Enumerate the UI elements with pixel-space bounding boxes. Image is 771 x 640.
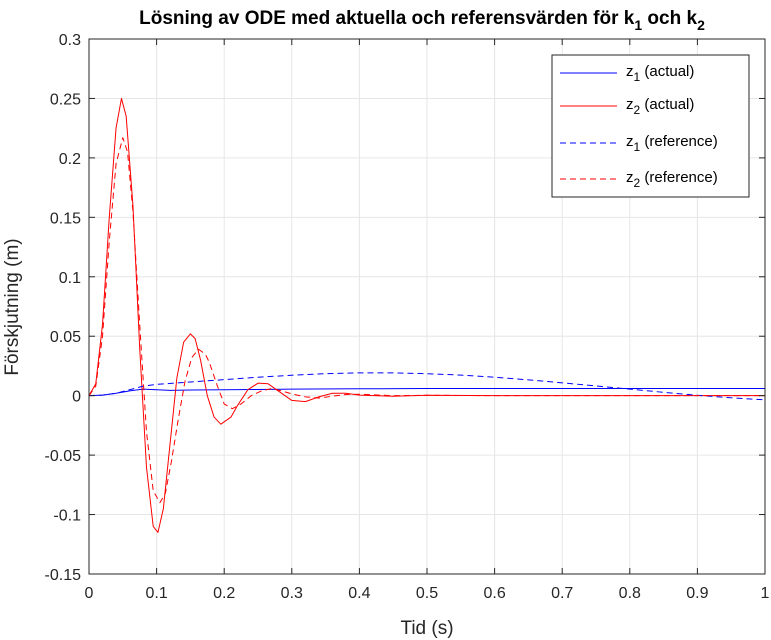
series-line-2	[88, 97, 765, 533]
chart-title-sub2: 2	[697, 17, 705, 33]
x-tick-label: 0.5	[416, 585, 438, 602]
y-tick-label: 0.3	[59, 32, 81, 49]
y-tick-label: 0.1	[59, 270, 81, 287]
y-tick-label: 0.05	[50, 329, 81, 346]
legend-label-3: z1 (reference)	[626, 133, 718, 154]
x-tick-label: 0.6	[483, 585, 505, 602]
chart-title-sub1: 1	[634, 17, 642, 33]
y-tick-label: 0.2	[59, 151, 81, 168]
series-line-1	[88, 388, 765, 397]
y-tick-label: -0.1	[53, 508, 81, 525]
y-tick-label: 0	[72, 389, 81, 406]
legend-label-1: z1 (actual)	[626, 63, 694, 84]
chart-title: Lösning av ODE med aktuella och referens…	[139, 8, 705, 33]
x-tick-label: 0.9	[686, 585, 708, 602]
x-tick-label: 0.3	[281, 585, 303, 602]
y-tick-label: -0.15	[45, 567, 82, 584]
legend-items: z1 (actual) z2 (actual) z1 (reference) z2 (…	[560, 63, 718, 190]
y-axis-label: Förskjutning (m)	[2, 238, 23, 375]
y-tick-labels: -0.15 -0.1 -0.05 0 0.05 0.1 0.15 0.2 0.25 0.3	[45, 32, 82, 584]
chart-title-main: Lösning av ODE med aktuella och referens…	[139, 8, 635, 29]
x-tick-labels: 0 0.1 0.2 0.3 0.4 0.5 0.6 0.7 0.8 0.9 1	[85, 585, 770, 602]
x-tick-label: 0.7	[551, 585, 573, 602]
x-tick-label: 0.1	[145, 585, 167, 602]
x-axis-label: Tid (s)	[400, 618, 453, 639]
x-tick-label: 0.8	[619, 585, 641, 602]
x-tick-label: 1	[761, 585, 770, 602]
legend-label-4: z2 (reference)	[626, 169, 718, 190]
legend-label-2: z2 (actual)	[626, 96, 694, 117]
x-tick-label: 0	[85, 585, 94, 602]
x-tick-label: 0.4	[348, 585, 370, 602]
series-line-4	[88, 137, 765, 504]
legend-box	[551, 54, 750, 198]
legend: z1 (actual) z2 (actual) z1 (reference) z2 (…	[551, 54, 750, 198]
series-group	[88, 97, 766, 533]
series-line-3	[88, 372, 766, 401]
y-tick-label: -0.05	[45, 448, 82, 465]
x-tick-label: 0.2	[213, 585, 235, 602]
y-tick-label: 0.25	[50, 91, 81, 108]
chart-title-mid: och k	[642, 8, 697, 29]
ticks	[88, 38, 766, 575]
y-tick-label: 0.15	[50, 210, 81, 227]
